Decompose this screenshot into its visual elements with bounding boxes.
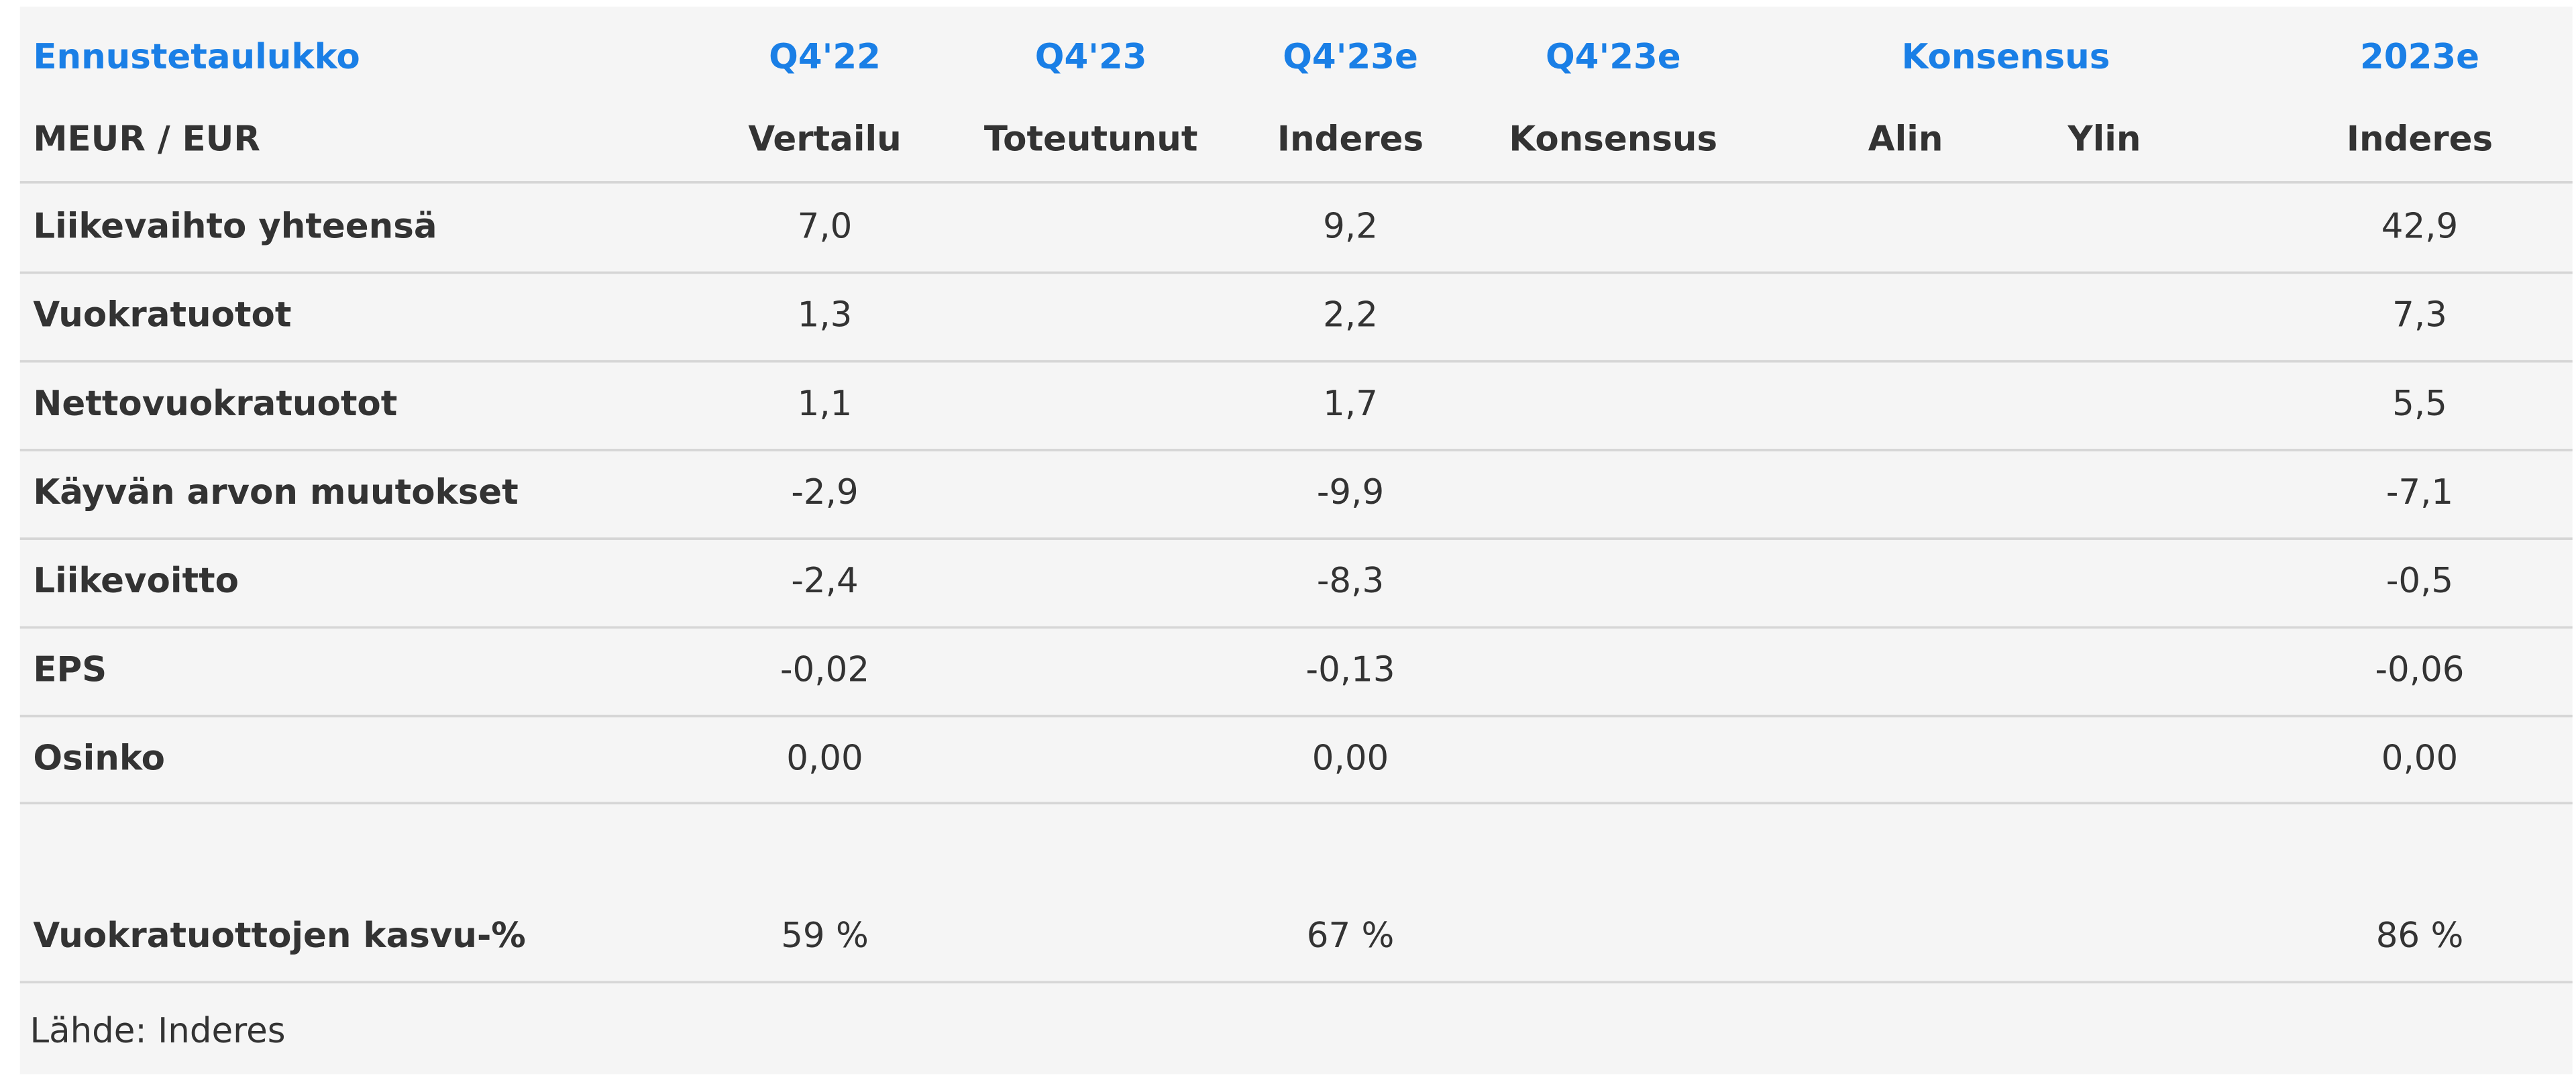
row-label: Osinko xyxy=(33,739,165,779)
cell-value: 0,00 xyxy=(786,739,863,779)
cell-value: 5,5 xyxy=(2392,384,2447,424)
panel xyxy=(19,6,2573,1075)
cell-value: -0,02 xyxy=(780,649,869,690)
source: Lähde: Inderes xyxy=(30,1011,285,1051)
column-header: Q4'23 xyxy=(1035,37,1147,77)
cell-value: -0,5 xyxy=(2386,561,2453,601)
unit-label: MEUR / EUR xyxy=(33,119,260,160)
column-header: Q4'23e xyxy=(1283,37,1418,77)
column-subheader: Konsensus xyxy=(1509,119,1717,160)
row-label: Vuokratuotot xyxy=(33,295,291,335)
column-subheader: Inderes xyxy=(1277,119,1424,160)
cell-value: 9,2 xyxy=(1323,206,1378,246)
column-header: Q4'22 xyxy=(769,37,881,77)
cell-value: 1,7 xyxy=(1323,384,1378,424)
cell-value: -9,9 xyxy=(1317,472,1384,512)
row-label: Nettovuokratuotot xyxy=(33,384,397,424)
cell-value: 0,00 xyxy=(1312,739,1389,779)
cell-value: 7,0 xyxy=(798,206,853,246)
cell-value: 0,00 xyxy=(2381,739,2458,779)
row-label: Liikevaihto yhteensä xyxy=(33,206,437,246)
column-subheader: Alin xyxy=(1868,119,1943,160)
column-subheader: Inderes xyxy=(2347,119,2493,160)
cell-value: 1,1 xyxy=(798,384,853,424)
cell-value: 59 % xyxy=(781,916,869,956)
cell-value: -0,13 xyxy=(1306,649,1395,690)
column-header: Q4'23e xyxy=(1546,37,1681,77)
column-subheader: Toteutunut xyxy=(984,119,1198,160)
cell-value: 67 % xyxy=(1307,916,1395,956)
cell-value: 86 % xyxy=(2376,916,2464,956)
cell-value: -8,3 xyxy=(1317,561,1384,601)
cell-value: 7,3 xyxy=(2392,295,2447,335)
cell-value: -2,9 xyxy=(791,472,858,512)
row-label: EPS xyxy=(33,649,107,690)
column-subheader: Ylin xyxy=(2067,119,2141,160)
row-label: Liikevoitto xyxy=(33,561,239,601)
row-label: Vuokratuottojen kasvu-% xyxy=(33,916,525,956)
column-subheader: Vertailu xyxy=(748,119,901,160)
cell-value: 1,3 xyxy=(798,295,853,335)
table-title: Ennustetaulukko xyxy=(33,37,360,77)
row-label: Käyvän arvon muutokset xyxy=(33,472,518,512)
cell-value: -7,1 xyxy=(2386,472,2453,512)
cell-value: 42,9 xyxy=(2381,206,2458,246)
cell-value: -2,4 xyxy=(791,561,858,601)
cell-value: 2,2 xyxy=(1323,295,1378,335)
column-header: Konsensus xyxy=(1902,37,2110,77)
column-header: 2023e xyxy=(2360,37,2479,77)
cell-value: -0,06 xyxy=(2375,649,2464,690)
